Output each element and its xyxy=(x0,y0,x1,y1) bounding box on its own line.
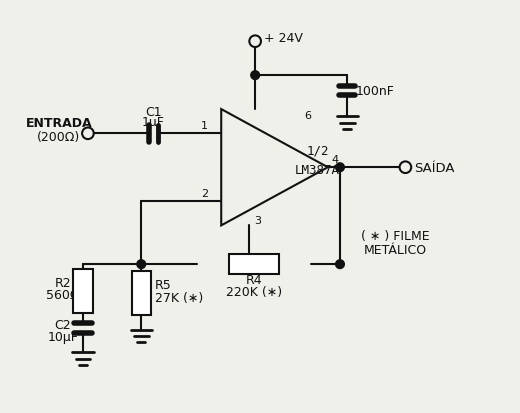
Text: 2: 2 xyxy=(201,188,208,198)
Text: 220K (∗): 220K (∗) xyxy=(226,285,282,298)
Text: C2: C2 xyxy=(55,318,71,331)
Text: 4: 4 xyxy=(332,154,339,164)
Circle shape xyxy=(82,128,94,140)
Circle shape xyxy=(249,36,261,48)
Text: ( ∗ ) FILME: ( ∗ ) FILME xyxy=(361,229,430,242)
Text: R4: R4 xyxy=(245,273,262,287)
Text: SAÍDA: SAÍDA xyxy=(414,161,454,174)
Text: 6: 6 xyxy=(304,111,311,121)
Text: R5: R5 xyxy=(155,278,172,291)
Text: 27K (∗): 27K (∗) xyxy=(155,291,203,304)
Text: 1: 1 xyxy=(201,121,208,131)
Circle shape xyxy=(335,164,344,172)
Text: 1μF: 1μF xyxy=(142,116,165,129)
Bar xyxy=(229,255,279,274)
Text: 1/2: 1/2 xyxy=(306,145,329,157)
Bar xyxy=(132,272,151,315)
Text: 3: 3 xyxy=(255,215,262,225)
Text: R2: R2 xyxy=(55,276,71,289)
Circle shape xyxy=(335,260,344,269)
Text: 10μF: 10μF xyxy=(47,330,78,344)
Circle shape xyxy=(251,71,259,80)
Text: (200Ω): (200Ω) xyxy=(37,131,81,144)
Circle shape xyxy=(137,260,146,269)
Text: METÁLICO: METÁLICO xyxy=(364,244,427,256)
Text: 100nF: 100nF xyxy=(356,85,395,98)
Text: LM387A: LM387A xyxy=(295,164,340,177)
Bar xyxy=(73,269,93,313)
Text: 560Ω: 560Ω xyxy=(46,289,80,301)
Text: C1: C1 xyxy=(145,105,162,118)
Circle shape xyxy=(399,162,411,173)
Text: ENTRADA: ENTRADA xyxy=(25,117,92,130)
Text: + 24V: + 24V xyxy=(264,32,303,45)
